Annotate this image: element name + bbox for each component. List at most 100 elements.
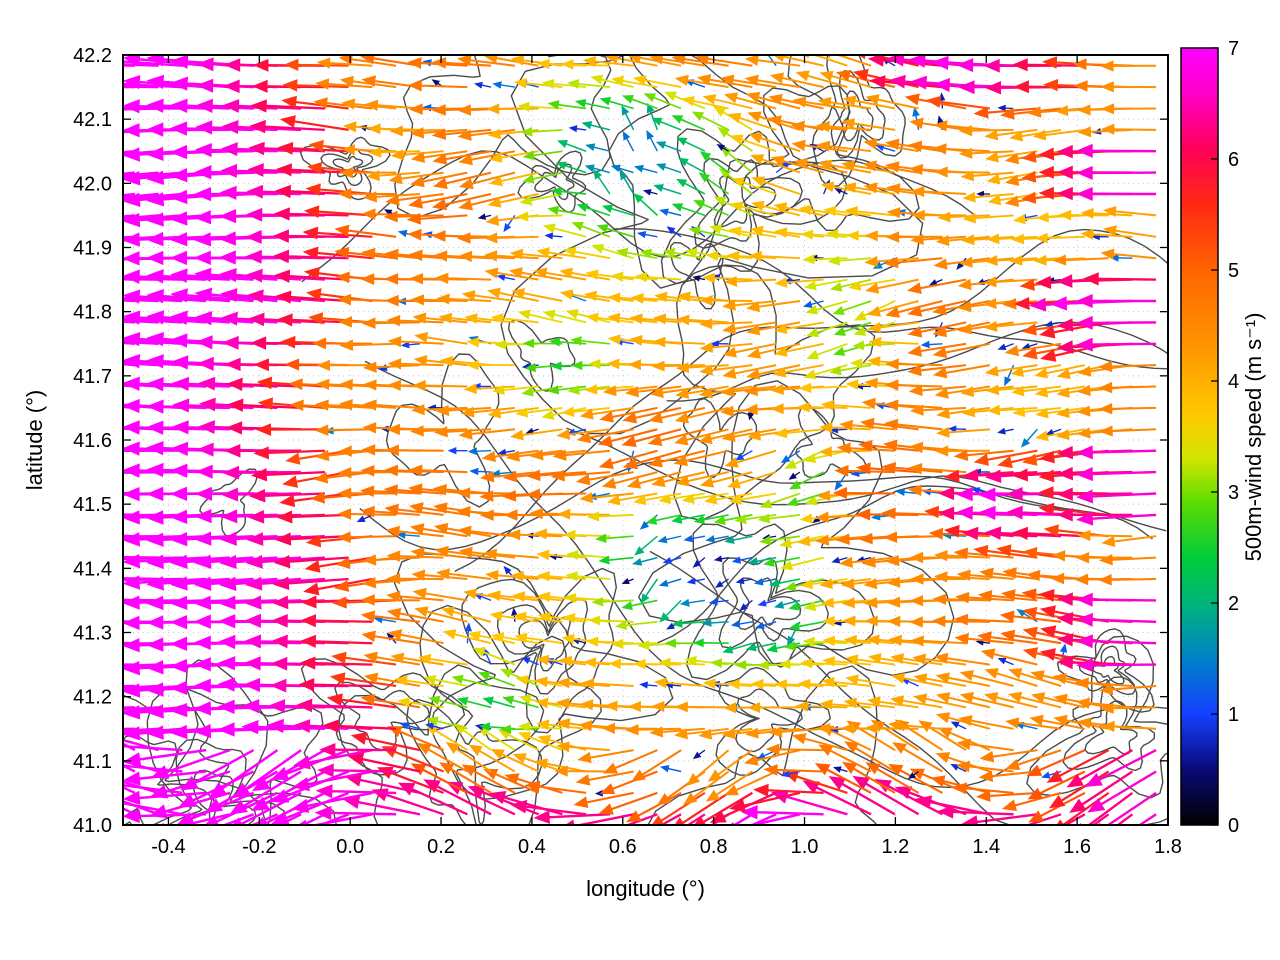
wind-vector <box>123 770 207 786</box>
wind-vector <box>554 765 610 777</box>
contour-line <box>1078 645 1136 696</box>
wind-vector <box>827 255 872 266</box>
wind-vector <box>319 742 397 757</box>
wind-vector <box>983 276 1038 288</box>
wind-vector <box>648 406 706 424</box>
wind-vector <box>587 615 634 626</box>
wind-vector <box>295 698 373 713</box>
wind-vector <box>884 379 943 391</box>
wind-vector <box>245 576 325 591</box>
y-tick-label: 41.6 <box>73 430 112 452</box>
wind-vector <box>646 129 659 152</box>
wind-vector <box>293 719 373 733</box>
wind-vector <box>774 342 824 357</box>
wind-vector <box>932 364 991 379</box>
wind-vector <box>300 614 373 628</box>
wind-vector <box>1052 254 1109 266</box>
wind-vector <box>978 770 1038 782</box>
wind-vector <box>936 692 991 709</box>
wind-vector <box>666 226 682 238</box>
wind-vector <box>570 336 610 346</box>
wind-vector <box>975 790 1038 802</box>
wind-vector <box>464 313 515 324</box>
wind-vector <box>803 300 824 308</box>
wind-vector <box>659 765 682 773</box>
wind-vector <box>728 226 777 238</box>
contour-line <box>123 734 217 825</box>
wind-vector <box>486 103 539 115</box>
wind-vector <box>867 696 919 709</box>
wind-vector <box>868 336 919 348</box>
contour-line <box>534 163 575 201</box>
wind-vector <box>473 81 492 89</box>
wind-vector <box>722 299 777 311</box>
wind-vector <box>864 278 919 294</box>
wind-vector <box>150 748 231 779</box>
wind-vector <box>560 59 610 70</box>
wind-vector <box>956 738 1014 752</box>
wind-vector <box>123 706 183 714</box>
wind-vector <box>598 449 658 470</box>
wind-vector <box>681 492 729 504</box>
wind-vector <box>803 364 848 380</box>
wind-vector <box>491 632 539 645</box>
wind-vector <box>744 74 801 89</box>
wind-vector <box>123 214 159 220</box>
wind-vector <box>676 137 706 152</box>
contour-line <box>146 686 337 825</box>
wind-vector <box>1005 717 1062 730</box>
wind-vector <box>907 364 967 377</box>
wind-vector <box>1044 320 1062 328</box>
wind-vector <box>386 573 444 585</box>
wind-vector <box>694 791 753 825</box>
wind-vector <box>510 428 563 441</box>
wind-vector <box>432 171 492 189</box>
wind-vector <box>614 620 658 631</box>
wind-vector <box>412 380 468 392</box>
wind-vector <box>526 488 587 501</box>
wind-vector <box>1076 511 1157 526</box>
wind-vector <box>489 610 539 623</box>
wind-vector <box>822 656 872 667</box>
wind-vector <box>764 55 777 67</box>
wind-vector <box>621 105 635 131</box>
wind-vector <box>688 226 729 238</box>
wind-vector <box>123 192 159 199</box>
wind-vector <box>326 693 397 709</box>
wind-vector <box>757 599 777 607</box>
wind-vector <box>387 629 444 645</box>
wind-vector <box>735 577 753 585</box>
wind-vector <box>489 791 563 816</box>
wind-vector <box>1020 428 1038 448</box>
wind-vector <box>622 449 682 470</box>
wind-vector <box>866 300 919 317</box>
wind-vector <box>428 695 468 709</box>
contour-line <box>199 468 259 538</box>
wind-vector <box>1080 228 1133 240</box>
wind-vector <box>585 636 634 647</box>
wind-vector <box>694 55 753 67</box>
wind-vector <box>621 599 658 611</box>
wind-vector <box>123 289 207 304</box>
wind-vector <box>146 554 230 570</box>
wind-vector <box>556 741 610 753</box>
wind-vector <box>339 339 397 351</box>
wind-vector <box>416 742 468 773</box>
wind-vector <box>123 663 159 668</box>
wind-vector <box>123 556 183 561</box>
wind-vector <box>1098 381 1157 394</box>
wind-vector <box>704 492 753 505</box>
wind-vector <box>385 444 444 457</box>
wind-vector <box>170 268 254 283</box>
wind-vector <box>180 749 255 791</box>
wind-vector <box>229 770 302 815</box>
wind-vector <box>692 557 706 568</box>
wind-vector <box>489 171 539 187</box>
wind-vector <box>806 321 848 337</box>
wind-vector <box>461 290 516 302</box>
wind-vector <box>249 813 278 825</box>
wind-vector <box>510 799 587 816</box>
wind-vector <box>848 278 896 291</box>
x-tick-label: -0.4 <box>151 836 185 858</box>
wind-vector <box>740 805 824 820</box>
